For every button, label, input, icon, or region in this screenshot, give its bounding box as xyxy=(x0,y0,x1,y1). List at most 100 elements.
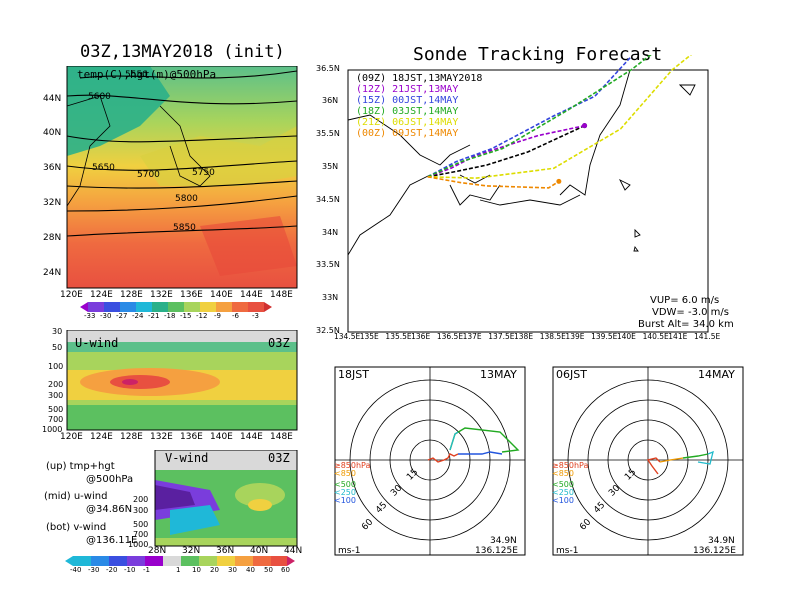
lon-tick: 135.5E xyxy=(385,332,412,341)
u-wind-time: 03Z xyxy=(268,336,290,350)
lon-tick: 137E xyxy=(462,332,482,341)
lat-tick: 32.5N xyxy=(316,326,340,335)
lat-tick: 36N xyxy=(322,96,339,105)
hodo2-lon: 136.125E xyxy=(693,546,736,556)
lon-tick: 144E xyxy=(240,432,263,442)
lon-tick: 136E xyxy=(180,290,203,300)
lon-tick: 132E xyxy=(150,290,173,300)
lon-tick: 124E xyxy=(90,290,113,300)
colorbar-tick: 50 xyxy=(264,566,273,574)
colorbar-tick: -30 xyxy=(88,566,100,574)
contour-label: 5600 xyxy=(88,92,111,102)
lon-tick: 128E xyxy=(120,290,143,300)
vdw-text: VDW= -3.0 m/s xyxy=(652,307,729,318)
lat-tick: 33N xyxy=(322,293,339,302)
lat-tick: 34.5N xyxy=(316,195,340,204)
left-title: 03Z,13MAY2018 (init) xyxy=(80,42,285,62)
pressure-tick: 300 xyxy=(133,506,149,515)
track-line xyxy=(427,55,652,178)
lon-tick: 120E xyxy=(60,290,83,300)
track-endpoint xyxy=(582,123,588,129)
v-wind-time: 03Z xyxy=(268,451,290,465)
pressure-tick: 700 xyxy=(133,530,149,539)
lon-tick: 148E xyxy=(270,432,293,442)
level-label: <100 xyxy=(334,496,356,505)
colorbar-tick: -1 xyxy=(143,566,150,574)
hodo1-date: 13MAY xyxy=(480,368,517,381)
track-legend-item: (21Z) 06JST,14MAY xyxy=(356,117,459,128)
colorbar-tick: -21 xyxy=(148,312,160,320)
colorbar-tick: -30 xyxy=(100,312,112,320)
lat-tick: 33.5N xyxy=(316,260,340,269)
pressure-tick: 500 xyxy=(48,405,64,414)
lon-tick: 141E xyxy=(668,332,688,341)
colorbar-tick: -15 xyxy=(180,312,192,320)
level-label: <500 xyxy=(552,480,574,489)
legend-bot: (bot) v-wind xyxy=(46,522,107,533)
lat-tick: 34N xyxy=(322,228,339,237)
contour-label: 5550 xyxy=(125,70,148,80)
hodo2-lat: 34.9N xyxy=(708,536,735,546)
track-endpoint xyxy=(556,178,562,184)
level-label: <100 xyxy=(552,496,574,505)
pressure-tick: 30 xyxy=(52,327,63,336)
lon-tick: 140E xyxy=(210,432,233,442)
track-line xyxy=(427,124,585,178)
legend-up2: @500hPa xyxy=(86,474,134,485)
pressure-tick: 200 xyxy=(48,380,64,389)
contour-label: 5700 xyxy=(137,170,160,180)
track-line xyxy=(427,55,693,179)
contour-label: 5850 xyxy=(173,223,196,233)
hodo2-date: 14MAY xyxy=(698,368,735,381)
hodo1-time: 18JST xyxy=(338,368,369,381)
lon-tick: 141.5E xyxy=(694,332,721,341)
track-line xyxy=(427,124,585,178)
legend-up: (up) tmp+hgt xyxy=(46,461,115,472)
level-label: <250 xyxy=(552,488,574,497)
v-wind-panel xyxy=(154,450,298,547)
level-label: <250 xyxy=(334,488,356,497)
track-legend-item: (12Z) 21JST,13MAY xyxy=(356,84,459,95)
lat-tick: 28N xyxy=(43,233,62,243)
colorbar-tick: -3 xyxy=(252,312,259,320)
u-wind-panel xyxy=(66,330,298,431)
contour-label: 5750 xyxy=(192,168,215,178)
lat-tick: 36N xyxy=(216,546,235,556)
track-legend-item: (00Z) 09JST,14MAY xyxy=(356,128,459,139)
lat-tick: 36.5N xyxy=(316,64,340,73)
hodograph-1 xyxy=(334,366,526,556)
contour-label: 5800 xyxy=(175,194,198,204)
u-wind-label: U-wind xyxy=(75,336,119,350)
colorbar-tick: -9 xyxy=(214,312,221,320)
legend-bot2: @136.11E xyxy=(86,535,138,546)
colorbar-tick: -20 xyxy=(106,566,118,574)
pressure-tick: 1000 xyxy=(128,540,149,549)
map-variable-label: temp(C),hgt(m)@500hPa xyxy=(77,68,217,81)
colorbar-tick: -10 xyxy=(124,566,136,574)
pressure-tick: 300 xyxy=(48,391,64,400)
colorbar-tick: -18 xyxy=(164,312,176,320)
lat-tick: 28N xyxy=(148,546,167,556)
lon-tick: 136.5E xyxy=(436,332,464,341)
v-wind-label: V-wind xyxy=(165,451,209,465)
hodo2-unit: ms-1 xyxy=(556,546,579,556)
colorbar-tick: -12 xyxy=(196,312,208,320)
hodograph-2 xyxy=(552,366,744,556)
wind-colorbar xyxy=(65,556,295,566)
lat-tick: 44N xyxy=(43,94,62,104)
lon-tick: 144E xyxy=(240,290,263,300)
tracking-title: Sonde Tracking Forecast xyxy=(413,44,663,65)
lon-tick: 134.5E xyxy=(334,332,361,341)
colorbar-tick: -27 xyxy=(116,312,128,320)
lon-tick: 139E xyxy=(565,332,585,341)
lat-tick: 35.5N xyxy=(316,129,340,138)
pressure-tick: 50 xyxy=(52,343,63,352)
pressure-tick: 700 xyxy=(48,415,64,424)
colorbar-tick: 60 xyxy=(281,566,290,574)
contour-label: 5650 xyxy=(92,163,115,173)
lon-tick: 148E xyxy=(270,290,293,300)
hodo1-lat: 34.9N xyxy=(490,536,517,546)
colorbar-tick: 30 xyxy=(228,566,237,574)
colorbar-tick: 40 xyxy=(246,566,255,574)
